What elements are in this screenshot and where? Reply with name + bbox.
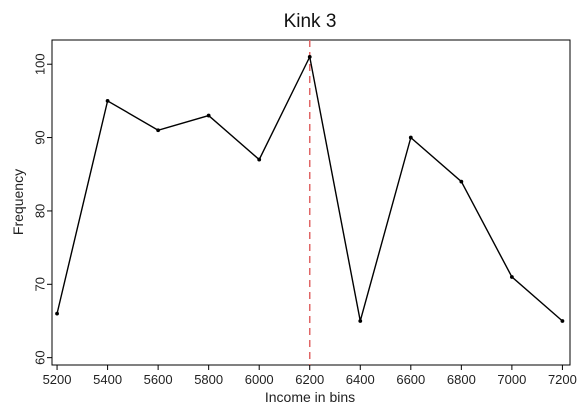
plot-area-frame [51, 39, 571, 366]
data-point [560, 319, 565, 323]
data-point [408, 135, 413, 140]
y-axis-title: Frequency [10, 169, 26, 235]
x-tick-label: 7000 [497, 372, 526, 387]
data-point [156, 128, 161, 133]
data-point [105, 98, 110, 103]
chart-title: Kink 3 [284, 11, 337, 32]
x-axis: 5200 5400 5600 5800 6000 6200 6400 6600 6800 7000… [43, 365, 577, 387]
x-tick-label: 6200 [295, 372, 324, 387]
x-tick-label: 5400 [93, 372, 122, 387]
data-point [459, 179, 464, 184]
data-point [55, 311, 59, 316]
y-tick-label: 90 [33, 130, 48, 144]
y-tick-label: 60 [33, 350, 48, 364]
x-tick-label: 6800 [447, 372, 476, 387]
data-point [307, 54, 312, 59]
data-point [257, 157, 262, 162]
y-tick-label: 70 [33, 277, 48, 291]
x-tick-label: 6600 [396, 372, 425, 387]
y-tick-label: 80 [33, 204, 48, 218]
x-tick-label: 5600 [144, 372, 173, 387]
x-tick-label: 5800 [194, 372, 223, 387]
y-tick-label: 100 [33, 53, 48, 75]
x-tick-label: 5200 [43, 372, 72, 387]
data-point [509, 275, 514, 279]
data-point [358, 319, 363, 323]
x-axis-title: Income in bins [265, 389, 355, 405]
x-tick-label: 6000 [245, 372, 274, 387]
data-point [206, 113, 211, 118]
x-tick-label: 6400 [346, 372, 375, 387]
series-group [55, 54, 565, 323]
y-axis: 60 70 80 90 100 [33, 53, 52, 365]
x-tick-label: 7200 [548, 372, 577, 387]
